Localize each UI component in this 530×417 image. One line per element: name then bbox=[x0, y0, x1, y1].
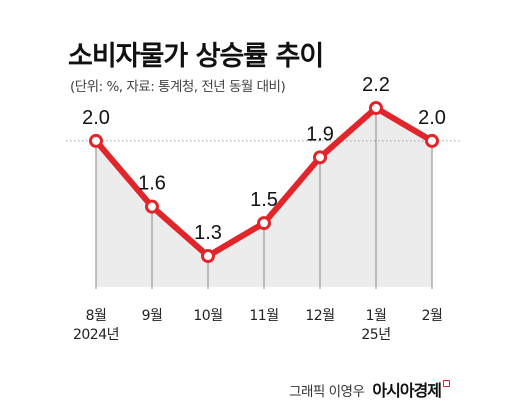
data-label: 1.6 bbox=[138, 173, 166, 195]
x-tick-label: 2024년 bbox=[73, 327, 119, 343]
brand-name: 아시아경제 bbox=[372, 381, 442, 400]
data-label: 1.9 bbox=[306, 123, 334, 145]
x-tick-label: 10월 bbox=[193, 308, 222, 324]
credit-text: 그래픽 이영우 bbox=[289, 384, 365, 400]
x-tick-label: 11월 bbox=[249, 308, 278, 324]
data-label: 2.2 bbox=[362, 74, 390, 96]
data-label: 2.0 bbox=[82, 107, 110, 129]
data-point bbox=[145, 199, 159, 214]
data-point bbox=[369, 101, 383, 115]
x-tick-label: 25년 bbox=[361, 327, 390, 343]
x-tick-label: 2월 bbox=[422, 308, 443, 324]
x-tick-label: 9월 bbox=[142, 308, 163, 324]
x-tick-label: 12월 bbox=[305, 308, 334, 324]
x-tick-label: 1월 bbox=[366, 308, 387, 324]
data-point bbox=[89, 133, 103, 148]
brand-logo: 아시아경제 bbox=[372, 377, 450, 401]
x-tick-label: 8월 bbox=[86, 308, 107, 324]
chart-title: 소비자물가 상승률 추이 bbox=[68, 41, 324, 72]
brand-mark-icon bbox=[443, 380, 450, 387]
data-point bbox=[313, 150, 327, 165]
data-label: 2.0 bbox=[418, 107, 446, 129]
chart-area bbox=[96, 108, 432, 287]
data-point bbox=[257, 216, 271, 231]
data-point bbox=[425, 133, 439, 148]
chart-subtitle: (단위: %, 자료: 통계청, 전년 동월 대비) bbox=[70, 79, 286, 95]
data-label: 1.5 bbox=[250, 189, 278, 211]
graphic-credit: 그래픽 이영우 아시아경제 bbox=[289, 377, 450, 401]
data-point bbox=[201, 249, 215, 263]
data-label: 1.3 bbox=[194, 222, 222, 244]
